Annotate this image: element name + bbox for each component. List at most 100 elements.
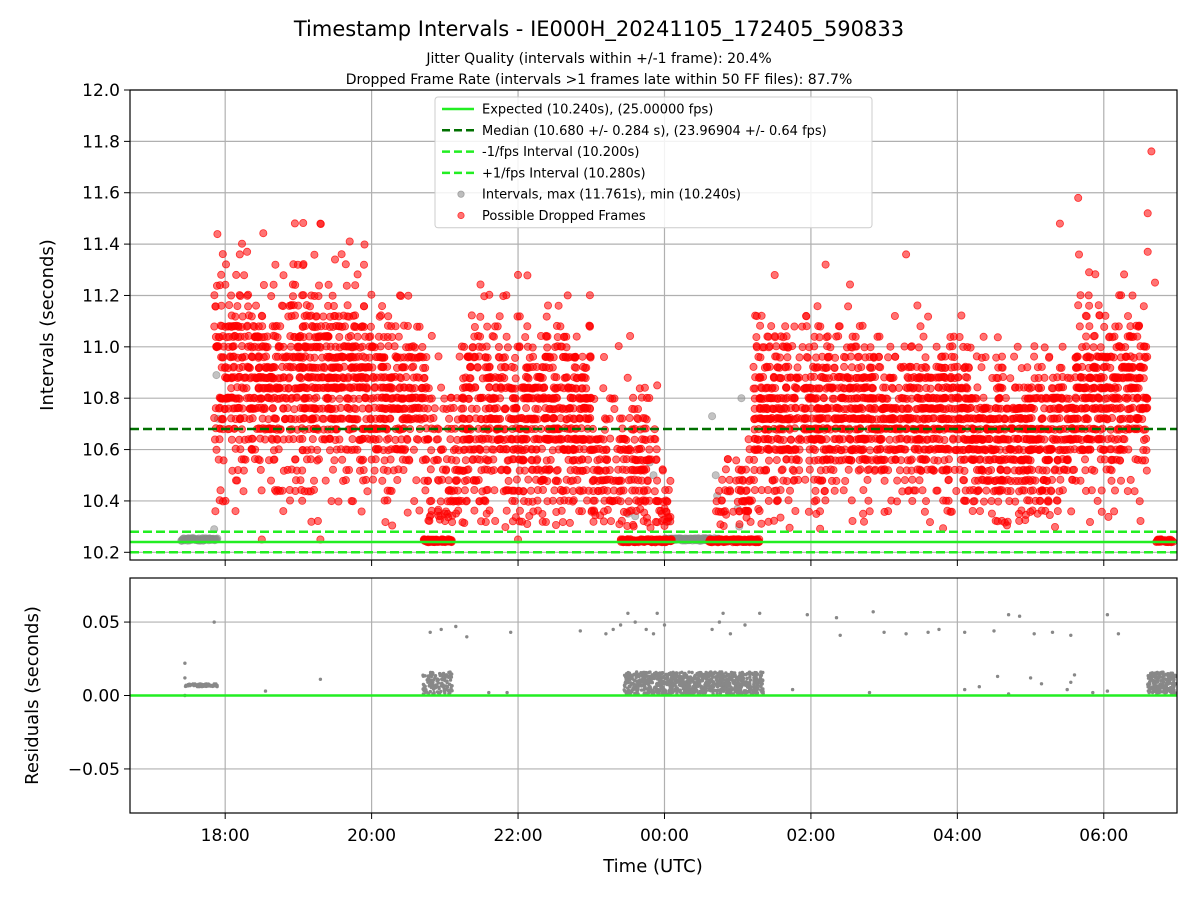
dropped-frame-point bbox=[1042, 486, 1051, 495]
dropped-frame-point bbox=[994, 363, 1003, 372]
dropped-frame-point bbox=[995, 487, 1004, 496]
dropped-frame-point bbox=[985, 434, 994, 443]
dropped-frame-point bbox=[632, 456, 641, 465]
dropped-frame-point bbox=[227, 291, 236, 300]
dropped-frame-point bbox=[380, 404, 389, 413]
dropped-frame-point bbox=[404, 413, 413, 422]
dropped-frame-point bbox=[338, 414, 347, 423]
dropped-frame-point bbox=[393, 475, 402, 484]
dropped-frame-point bbox=[1073, 363, 1082, 372]
dropped-frame-point bbox=[926, 373, 935, 382]
dropped-frame-point bbox=[291, 455, 300, 464]
dropped-frame-point bbox=[1096, 343, 1105, 352]
dropped-frame-point bbox=[269, 280, 278, 289]
dropped-frame-point bbox=[961, 486, 970, 495]
dropped-frame-point bbox=[879, 383, 888, 392]
dropped-frame-point bbox=[765, 414, 774, 423]
dropped-frame-point bbox=[859, 486, 868, 495]
dropped-frame-point bbox=[266, 476, 275, 485]
dropped-frame-point bbox=[970, 414, 979, 423]
dropped-frame-point bbox=[1036, 496, 1045, 505]
dropped-frame-point bbox=[1107, 476, 1116, 485]
dropped-frame-point bbox=[525, 353, 534, 362]
dropped-frame-point bbox=[386, 383, 395, 392]
dropped-frame-point bbox=[405, 456, 414, 465]
dropped-frame-point bbox=[819, 393, 828, 402]
dropped-frame-point bbox=[460, 486, 469, 495]
dropped-frame-point bbox=[310, 291, 319, 300]
dropped-frame-point bbox=[293, 343, 302, 352]
dropped-frame-point bbox=[484, 393, 493, 402]
dropped-frame-point bbox=[941, 363, 950, 372]
dropped-frame-point bbox=[601, 455, 610, 464]
dropped-frame-point bbox=[359, 260, 368, 269]
dropped-frame-point bbox=[300, 342, 309, 351]
dropped-frame-point bbox=[768, 404, 777, 413]
dropped-frame-point bbox=[860, 343, 869, 352]
dropped-frame-point bbox=[534, 435, 543, 444]
dropped-frame-point bbox=[1124, 405, 1133, 414]
dropped-frame-point bbox=[907, 342, 916, 351]
dropped-frame-point bbox=[1080, 415, 1089, 424]
dropped-frame-point bbox=[630, 466, 639, 475]
dropped-frame-point bbox=[301, 383, 310, 392]
dropped-frame-point bbox=[416, 352, 425, 361]
dropped-frame-point bbox=[1122, 384, 1131, 393]
dropped-frame-point bbox=[363, 487, 372, 496]
dropped-frame-point bbox=[331, 311, 340, 320]
dropped-frame-point bbox=[502, 291, 511, 300]
dropped-frame-point bbox=[368, 475, 377, 484]
dropped-frame-point bbox=[237, 239, 246, 248]
dropped-frame-point bbox=[821, 496, 830, 505]
dropped-frame-point bbox=[338, 455, 347, 464]
dropped-frame-point bbox=[355, 383, 364, 392]
dropped-frame-point bbox=[410, 343, 419, 352]
dropped-frame-point bbox=[1073, 414, 1082, 423]
dropped-frame-point bbox=[1132, 374, 1141, 383]
dropped-frame-point bbox=[496, 383, 505, 392]
dropped-frame-point bbox=[929, 434, 938, 443]
dropped-frame-point bbox=[1071, 434, 1080, 443]
dropped-frame-point bbox=[548, 496, 557, 505]
dropped-frame-point bbox=[782, 383, 791, 392]
dropped-frame-point bbox=[767, 435, 776, 444]
dropped-frame-point bbox=[1126, 352, 1135, 361]
dropped-frame-point bbox=[1142, 466, 1151, 475]
dropped-frame-point bbox=[458, 414, 467, 423]
dropped-frame-point bbox=[485, 404, 494, 413]
dropped-frame-point bbox=[884, 353, 893, 362]
dropped-frame-point bbox=[942, 496, 951, 505]
dropped-frame-point bbox=[898, 487, 907, 496]
dropped-frame-point bbox=[911, 486, 920, 495]
dropped-frame-point bbox=[1082, 342, 1091, 351]
dropped-frame-point bbox=[1081, 394, 1090, 403]
dropped-frame-point bbox=[396, 374, 405, 383]
dropped-frame-point bbox=[641, 436, 650, 445]
dropped-frame-point bbox=[271, 260, 280, 269]
dropped-frame-point bbox=[254, 394, 263, 403]
dropped-frame-point bbox=[804, 507, 813, 516]
dropped-frame-point bbox=[283, 404, 292, 413]
dropped-frame-point bbox=[244, 290, 253, 299]
dropped-frame-point bbox=[1081, 466, 1090, 475]
dropped-frame-point bbox=[560, 445, 569, 454]
dropped-frame-point bbox=[233, 302, 242, 311]
dropped-frame-point bbox=[1044, 497, 1053, 506]
dropped-frame-point bbox=[756, 353, 765, 362]
dropped-frame-point bbox=[269, 455, 278, 464]
dropped-frame-point bbox=[470, 506, 479, 515]
dropped-frame-point bbox=[926, 518, 935, 527]
dropped-frame-point bbox=[1081, 455, 1090, 464]
dropped-frame-point bbox=[586, 404, 595, 413]
dropped-frame-point bbox=[421, 486, 430, 495]
dropped-frame-point bbox=[312, 342, 321, 351]
dropped-frame-point bbox=[1033, 509, 1042, 518]
dropped-frame-point bbox=[384, 434, 393, 443]
dropped-frame-point bbox=[606, 394, 615, 403]
dropped-frame-point bbox=[313, 363, 322, 372]
dropped-frame-point bbox=[1105, 332, 1114, 341]
dropped-frame-point bbox=[734, 465, 743, 474]
dropped-frame-point bbox=[826, 343, 835, 352]
dropped-frame-point bbox=[380, 456, 389, 465]
dropped-frame-point bbox=[972, 394, 981, 403]
